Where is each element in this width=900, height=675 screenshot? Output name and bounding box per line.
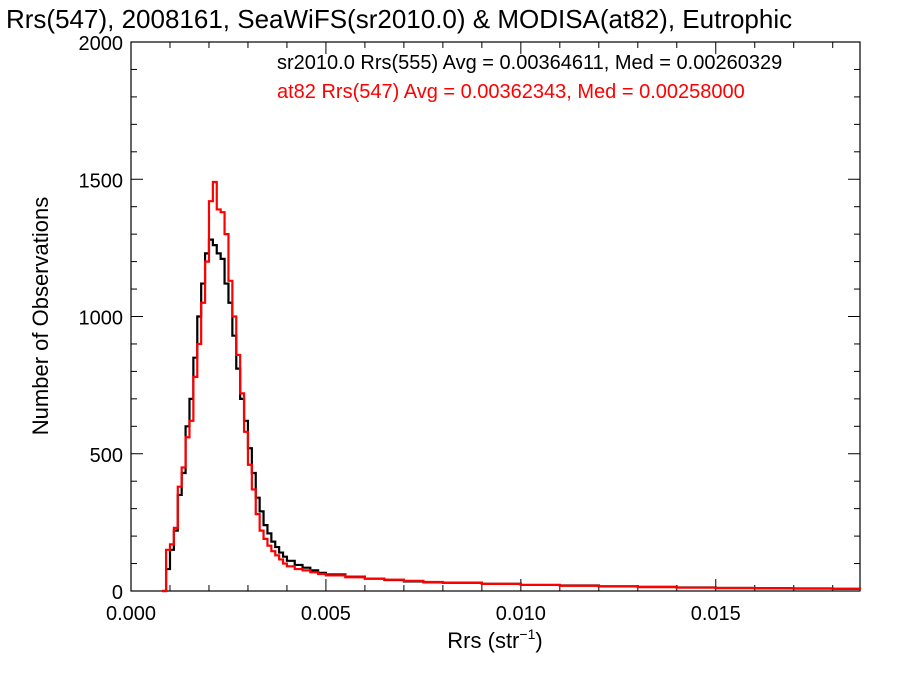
chart-title: Rrs(547), 2008161, SeaWiFS(sr2010.0) & M…	[6, 4, 792, 34]
x-axis-label-superscript: −1	[519, 626, 535, 642]
x-tick-label: 0.010	[496, 603, 546, 625]
series-line-red	[162, 180, 862, 593]
y-tick-label: 1000	[79, 308, 124, 330]
axes: 0 500 1000 1500 2000 0.000 0.005 0.010 0.015	[79, 33, 861, 625]
series-layer	[162, 180, 862, 593]
y-tick-label: 0	[112, 582, 123, 604]
x-tick-label: 0.005	[301, 603, 351, 625]
y-tick-label: 500	[90, 445, 123, 467]
x-tick-label: 0.000	[106, 603, 156, 625]
plot-frame	[130, 41, 861, 592]
y-axis-label: Number of Observations	[28, 197, 53, 435]
legend-entry-black: sr2010.0 Rrs(555) Avg = 0.00364611, Med …	[277, 52, 782, 74]
y-tick-label: 1500	[79, 170, 124, 192]
x-axis-label-close: )	[535, 628, 542, 653]
x-axis-label-main: Rrs (str	[447, 628, 519, 653]
legend-entry-red: at82 Rrs(547) Avg = 0.00362343, Med = 0.…	[277, 81, 745, 103]
x-axis-label: Rrs (str−1)	[447, 626, 542, 653]
x-tick-label: 0.015	[691, 603, 741, 625]
y-tick-label: 2000	[79, 33, 124, 55]
